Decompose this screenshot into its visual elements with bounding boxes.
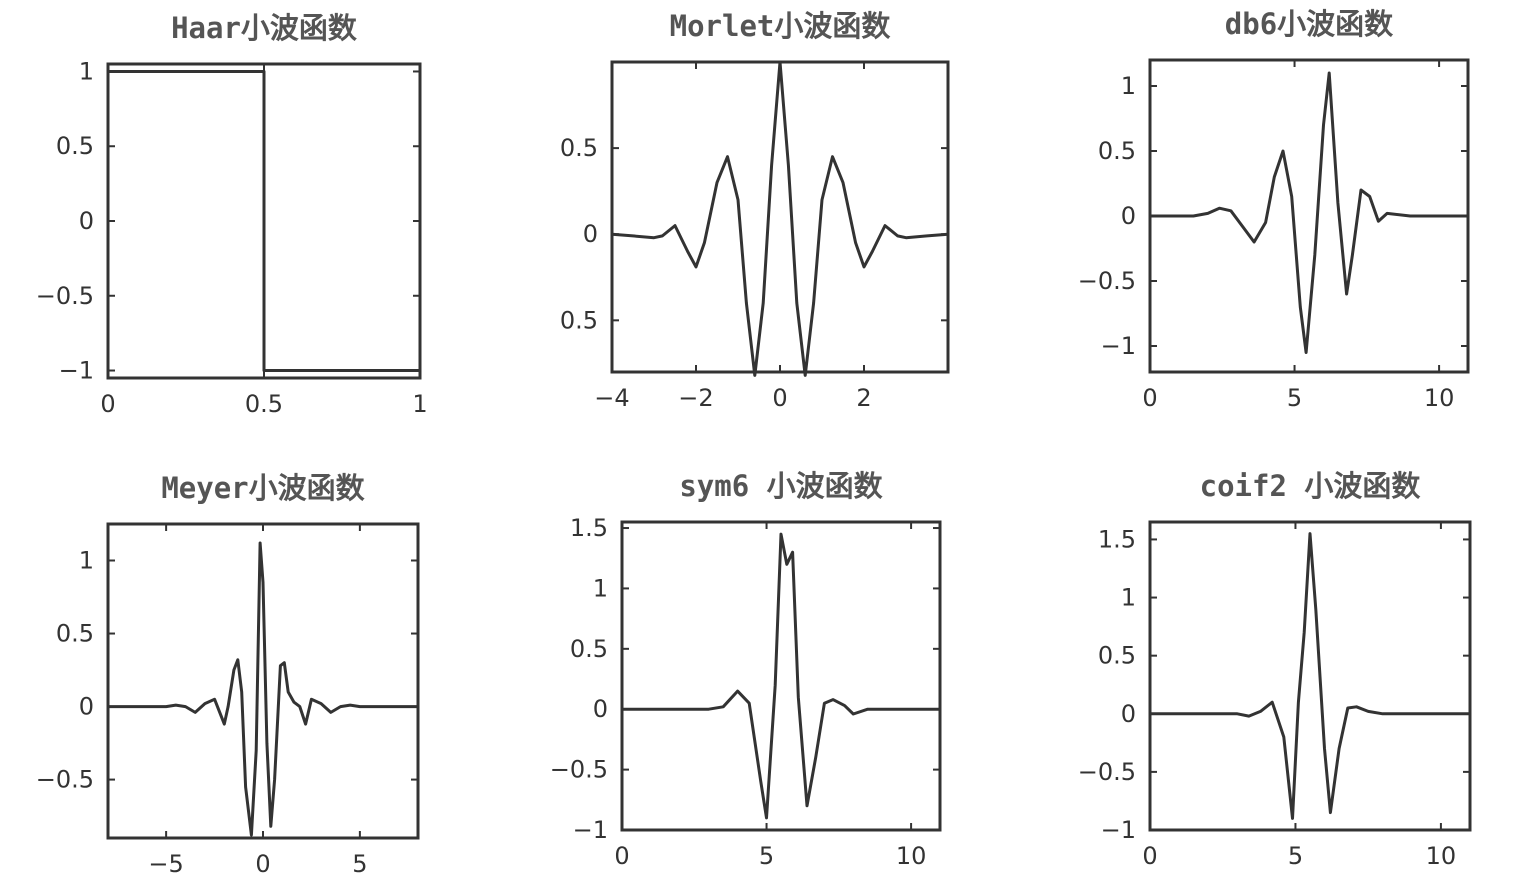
panel-haar: Haar小波函数 0 0.5 1 1 0.5 0 −0.5 −1: [36, 11, 428, 418]
y-tick-label: 1: [1121, 72, 1136, 100]
x-tick-label: 0: [1142, 842, 1157, 870]
x-tick-label: 0: [100, 390, 115, 418]
y-tick-label: −1: [573, 816, 608, 844]
panel-coif2: coif2 小波函数 0 5 10 1.5 1 0.5 0 −0.5 −1: [1078, 469, 1472, 870]
y-tick-label: 0.5: [570, 635, 608, 663]
wavelet-curve: [1150, 532, 1470, 820]
y-tick-label: −1: [1101, 816, 1136, 844]
y-tick-label: 1: [79, 547, 94, 575]
panel-sym6: sym6 小波函数 0 5 10 1.5 1 0.5 0 −0.5 −1: [550, 469, 942, 870]
chart-title: Morlet小波函数: [670, 9, 892, 43]
x-tick-label: 10: [896, 842, 927, 870]
x-tick-label: 5: [759, 842, 774, 870]
chart-title: Meyer小波函数: [161, 471, 365, 505]
y-tick-label: −0.5: [1078, 758, 1136, 786]
plot-frame: [610, 60, 950, 374]
panel-db6: db6小波函数 0 5 10 1 0.5 0 −0.5 −1: [1078, 7, 1470, 412]
x-tick-label: −2: [678, 384, 713, 412]
y-tick-label: 1.5: [1098, 525, 1136, 553]
x-tick-label: 10: [1426, 842, 1457, 870]
chart-title: Haar小波函数: [171, 11, 358, 45]
wavelet-curve: [611, 60, 949, 377]
plot-frame: [620, 520, 942, 832]
chart-title: db6小波函数: [1225, 7, 1394, 41]
plot-frame: [1148, 520, 1472, 832]
chart-title: coif2 小波函数: [1200, 469, 1422, 503]
y-tick-label: 1: [593, 574, 608, 602]
y-tick-label: 0: [79, 693, 94, 721]
panel-morlet: Morlet小波函数 −4 −2 0 2 0.5 0 0.5: [560, 9, 950, 412]
y-tick-label: 0.5: [56, 620, 94, 648]
x-tick-label: 0: [772, 384, 787, 412]
y-tick-label: −0.5: [36, 766, 94, 794]
y-tick-label: 1.5: [570, 514, 608, 542]
y-tick-label: 0.5: [560, 306, 598, 334]
y-tick-label: −0.5: [1078, 267, 1136, 295]
y-tick-label: 1: [79, 57, 94, 85]
x-tick-label: −4: [594, 384, 629, 412]
y-tick-label: 0.5: [1098, 137, 1136, 165]
y-tick-label: 0: [1121, 700, 1136, 728]
y-tick-label: 0.5: [560, 134, 598, 162]
x-tick-label: 10: [1424, 384, 1455, 412]
x-tick-label: 0: [614, 842, 629, 870]
y-tick-label: −1: [59, 357, 94, 385]
y-tick-label: 0: [583, 220, 598, 248]
y-tick-label: 0: [79, 207, 94, 235]
x-tick-label: 5: [1287, 384, 1302, 412]
y-tick-label: 0: [593, 695, 608, 723]
y-tick-label: −1: [1101, 332, 1136, 360]
chart-title: sym6 小波函数: [679, 469, 883, 503]
y-tick-label: 0: [1121, 202, 1136, 230]
x-tick-label: 5: [1288, 842, 1303, 870]
wavelet-curve: [108, 541, 418, 837]
x-tick-label: 0.5: [245, 390, 283, 418]
x-tick-label: 0: [1142, 384, 1157, 412]
y-tick-label: 0.5: [1098, 642, 1136, 670]
x-tick-label: 2: [856, 384, 871, 412]
x-tick-label: 1: [412, 390, 427, 418]
y-tick-label: 0.5: [56, 132, 94, 160]
y-tick-label: −0.5: [36, 282, 94, 310]
y-tick-label: −0.5: [550, 756, 608, 784]
wavelet-curve: [106, 70, 422, 372]
x-tick-label: −5: [148, 850, 183, 878]
wavelet-curve: [1150, 71, 1468, 354]
panel-meyer: Meyer小波函数 −5 0 5 1 0.5 0 −0.5: [36, 471, 420, 878]
x-tick-label: 5: [352, 850, 367, 878]
y-tick-label: 1: [1121, 584, 1136, 612]
x-tick-label: 0: [255, 850, 270, 878]
wavelet-curve: [622, 532, 940, 820]
